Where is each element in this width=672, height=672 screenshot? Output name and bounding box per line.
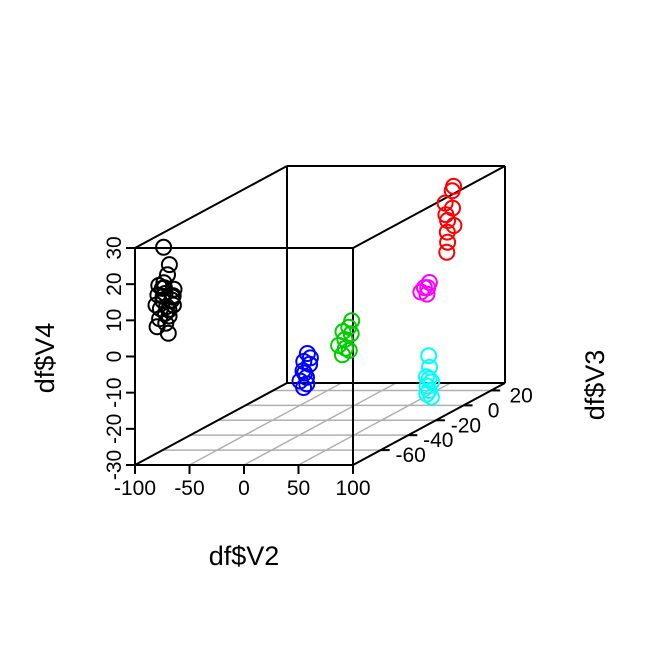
data-point-series-1	[160, 256, 178, 274]
data-point-series-5	[412, 283, 430, 301]
data-point-series-1	[156, 285, 174, 302]
data-point-series-2	[291, 372, 309, 390]
z-tick-label: 0	[103, 351, 126, 363]
data-point-series-1	[157, 304, 174, 322]
data-point-series-4	[443, 182, 461, 200]
z-tick-label: -10	[103, 377, 126, 407]
x-tick-label: 100	[335, 477, 370, 500]
y-tick-label: -60	[395, 444, 425, 467]
data-point-series-1	[148, 318, 166, 336]
data-point-series-1	[160, 301, 178, 318]
x-tick-label: 0	[238, 477, 250, 500]
data-point-series-4	[438, 243, 456, 261]
x-axis-label: df$V2	[209, 541, 280, 571]
data-point-series-1	[149, 286, 167, 304]
x-tick-label: -100	[114, 477, 156, 500]
data-point-series-3	[330, 336, 348, 354]
data-point-series-2	[301, 349, 319, 367]
data-point-series-6	[418, 368, 435, 386]
y-axis-label: df$V3	[580, 350, 610, 421]
data-point-series-4	[439, 233, 457, 251]
data-point-series-6	[421, 358, 438, 376]
z-tick-label: 10	[103, 309, 126, 332]
x-tick-label: -50	[174, 477, 204, 500]
axis-ticks: -100 -50 0 50 100-60-40-20020-30-20-10010203…	[103, 236, 533, 500]
y-tick-label: -40	[423, 429, 453, 452]
z-tick-label: 20	[103, 272, 126, 295]
z-axis-label: df$V4	[30, 323, 60, 394]
y-tick-label: 0	[488, 399, 500, 422]
z-tick-label: -30	[103, 450, 126, 480]
data-points	[147, 177, 463, 406]
z-tick-label: -20	[103, 414, 126, 444]
data-point-series-4	[438, 223, 456, 241]
data-point-series-3	[343, 312, 361, 330]
data-point-series-6	[418, 385, 436, 403]
box-edge	[352, 382, 506, 466]
x-tick-label: 50	[287, 477, 310, 500]
z-tick-label: 30	[103, 236, 126, 259]
box-edge	[134, 382, 288, 466]
data-point-series-2	[298, 345, 316, 362]
grid-line-x	[243, 382, 397, 466]
data-point-series-6	[420, 347, 438, 365]
data-point-series-4	[437, 206, 455, 224]
data-point-series-1	[159, 324, 177, 342]
floor-grid	[134, 382, 506, 466]
data-point-series-2	[294, 362, 312, 380]
data-point-series-4	[436, 194, 454, 212]
box-edge	[134, 165, 288, 249]
grid-line-x	[189, 382, 342, 466]
y-tick-label: -20	[451, 414, 481, 437]
data-point-series-1	[155, 238, 173, 256]
y-tick-label: 20	[510, 384, 533, 407]
data-point-series-1	[159, 266, 176, 284]
box-edge	[352, 165, 506, 249]
